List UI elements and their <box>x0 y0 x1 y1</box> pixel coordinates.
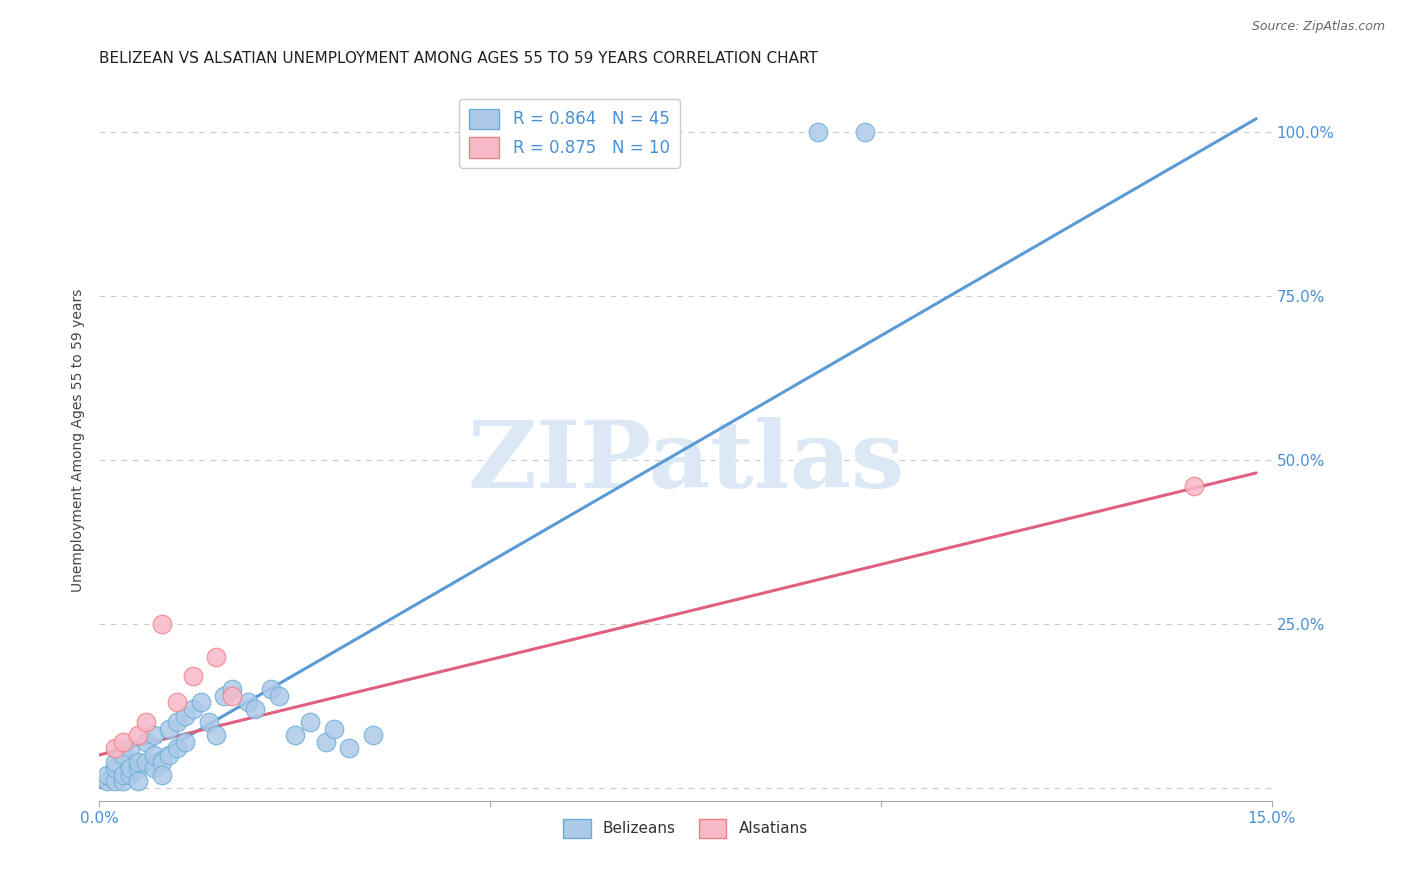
Point <box>853 125 876 139</box>
Point <box>361 728 384 742</box>
Point <box>111 774 134 789</box>
Point <box>166 715 188 730</box>
Point <box>150 767 173 781</box>
Point <box>807 125 830 139</box>
Point <box>104 761 127 775</box>
Point <box>166 741 188 756</box>
Point <box>150 616 173 631</box>
Point <box>127 761 149 775</box>
Point <box>260 682 283 697</box>
Point <box>96 767 118 781</box>
Point <box>205 649 228 664</box>
Point <box>150 755 173 769</box>
Point <box>120 741 142 756</box>
Point <box>181 669 204 683</box>
Point <box>111 735 134 749</box>
Point <box>104 755 127 769</box>
Point <box>104 741 127 756</box>
Point <box>135 755 157 769</box>
Point <box>127 755 149 769</box>
Point <box>212 689 235 703</box>
Point <box>135 735 157 749</box>
Point <box>174 735 197 749</box>
Point <box>159 747 181 762</box>
Point <box>322 722 344 736</box>
Legend: Belizeans, Alsatians: Belizeans, Alsatians <box>557 813 814 844</box>
Point <box>284 728 307 742</box>
Text: Source: ZipAtlas.com: Source: ZipAtlas.com <box>1251 20 1385 33</box>
Point <box>174 708 197 723</box>
Point <box>120 761 142 775</box>
Point <box>159 722 181 736</box>
Point <box>221 682 243 697</box>
Point <box>197 715 219 730</box>
Point <box>127 774 149 789</box>
Point <box>299 715 322 730</box>
Point <box>315 735 337 749</box>
Point <box>205 728 228 742</box>
Point <box>127 728 149 742</box>
Point <box>135 715 157 730</box>
Point <box>120 767 142 781</box>
Point <box>337 741 360 756</box>
Text: BELIZEAN VS ALSATIAN UNEMPLOYMENT AMONG AGES 55 TO 59 YEARS CORRELATION CHART: BELIZEAN VS ALSATIAN UNEMPLOYMENT AMONG … <box>100 51 818 66</box>
Point <box>181 702 204 716</box>
Point <box>166 696 188 710</box>
Point <box>142 747 165 762</box>
Text: ZIPatlas: ZIPatlas <box>467 417 904 507</box>
Point <box>245 702 267 716</box>
Point <box>142 728 165 742</box>
Point <box>190 696 212 710</box>
Y-axis label: Unemployment Among Ages 55 to 59 years: Unemployment Among Ages 55 to 59 years <box>72 288 86 591</box>
Point <box>267 689 290 703</box>
Point <box>1182 479 1205 493</box>
Point <box>104 774 127 789</box>
Point <box>96 774 118 789</box>
Point <box>111 767 134 781</box>
Point <box>142 761 165 775</box>
Point <box>221 689 243 703</box>
Point <box>236 696 259 710</box>
Point <box>111 747 134 762</box>
